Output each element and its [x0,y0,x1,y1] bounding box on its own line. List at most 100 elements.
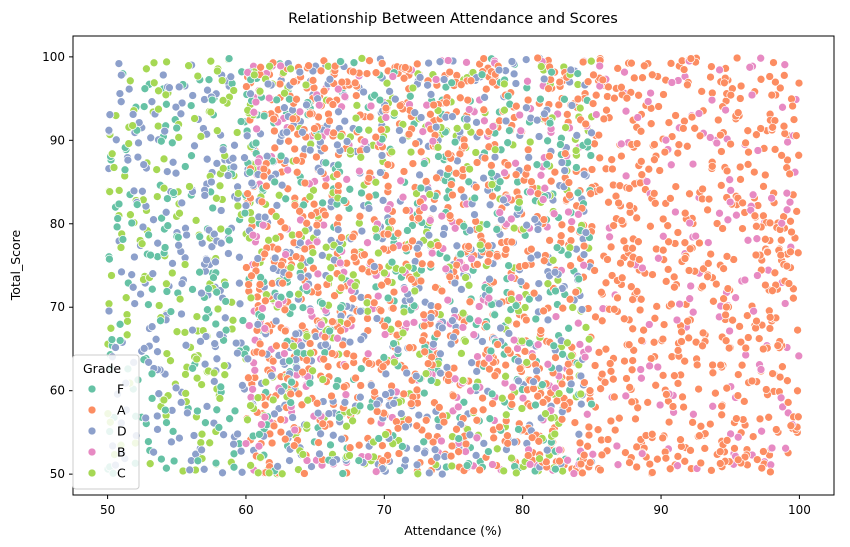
data-point-A [300,469,309,478]
data-point-B [715,65,724,75]
data-point-B [250,365,260,375]
data-point-A [329,128,338,138]
data-point-C [561,123,570,132]
data-point-C [511,468,521,478]
data-point-B [484,293,494,303]
data-point-D [302,100,311,110]
data-point-D [437,469,447,479]
data-point-A [364,173,374,183]
data-point-A [473,260,482,269]
data-point-C [247,215,257,225]
axes-frame [72,35,835,496]
data-point-D [514,376,523,386]
data-point-A [717,401,727,411]
data-point-B [595,61,605,71]
data-point-F [305,256,315,266]
data-point-A [448,391,458,401]
data-point-F [272,95,282,105]
data-point-A [622,93,632,103]
data-point-C [280,88,289,98]
data-point-A [350,78,360,88]
data-point-C [159,183,169,193]
data-point-A [566,224,576,234]
data-point-A [307,211,316,220]
data-point-A [400,63,410,72]
data-point-D [117,267,126,277]
data-point-C [461,273,470,282]
x-axis-ticks: 50 60 70 80 90 100 [100,495,811,517]
data-point-D [514,356,523,366]
data-point-B [569,469,579,478]
data-point-B [274,300,284,309]
data-point-A [308,76,318,85]
data-point-A [305,339,315,348]
data-point-C [137,239,147,249]
data-point-A [609,304,619,314]
data-point-F [208,203,218,213]
data-point-C [294,289,303,299]
data-point-A [636,126,646,136]
data-point-F [236,117,246,126]
data-point-F [270,177,280,187]
data-point-F [477,70,487,80]
data-point-C [462,122,472,131]
data-point-A [290,200,300,210]
data-point-B [488,122,498,131]
data-point-A [551,353,560,362]
data-point-C [548,255,558,265]
data-point-A [607,271,617,280]
data-point-B [441,264,451,274]
data-point-A [444,370,454,380]
data-point-C [302,420,312,430]
data-point-A [348,232,358,242]
data-point-A [685,189,694,199]
data-point-A [626,282,636,292]
data-point-B [418,127,428,136]
data-point-B [443,56,453,65]
data-point-F [333,160,343,170]
data-point-C [107,271,116,280]
data-point-C [575,103,585,113]
data-point-A [369,298,379,308]
data-point-B [260,412,270,422]
data-point-D [452,241,462,251]
data-point-A [419,310,429,320]
data-point-A [512,319,521,329]
data-point-D [471,451,481,460]
data-point-C [348,416,357,426]
data-point-D [377,151,387,160]
data-point-F [157,454,166,464]
data-point-A [749,167,759,177]
data-point-A [730,444,739,453]
y-tick-label: 50 [50,467,65,481]
data-point-C [318,375,328,384]
data-point-C [497,393,507,403]
data-point-F [114,199,124,209]
data-point-D [415,73,425,82]
data-point-D [372,314,382,323]
data-point-A [429,100,439,110]
data-point-F [434,152,443,161]
data-point-F [132,200,142,209]
x-tick-label: 70 [377,503,392,517]
data-point-D [161,207,171,217]
data-point-B [341,390,351,400]
data-point-A [327,391,336,401]
data-point-B [515,110,525,120]
data-point-B [638,263,647,273]
data-point-A [327,349,337,358]
data-point-A [768,369,777,378]
data-point-B [756,365,766,374]
data-point-F [147,284,157,294]
data-point-A [628,243,637,253]
data-point-A [469,406,479,416]
data-point-D [297,341,306,351]
data-point-A [259,171,269,181]
data-point-A [257,348,267,358]
data-point-A [563,359,573,369]
data-point-A [719,294,728,304]
data-point-A [643,398,653,407]
data-point-B [526,187,535,197]
data-point-A [445,272,455,282]
data-point-B [301,282,311,291]
